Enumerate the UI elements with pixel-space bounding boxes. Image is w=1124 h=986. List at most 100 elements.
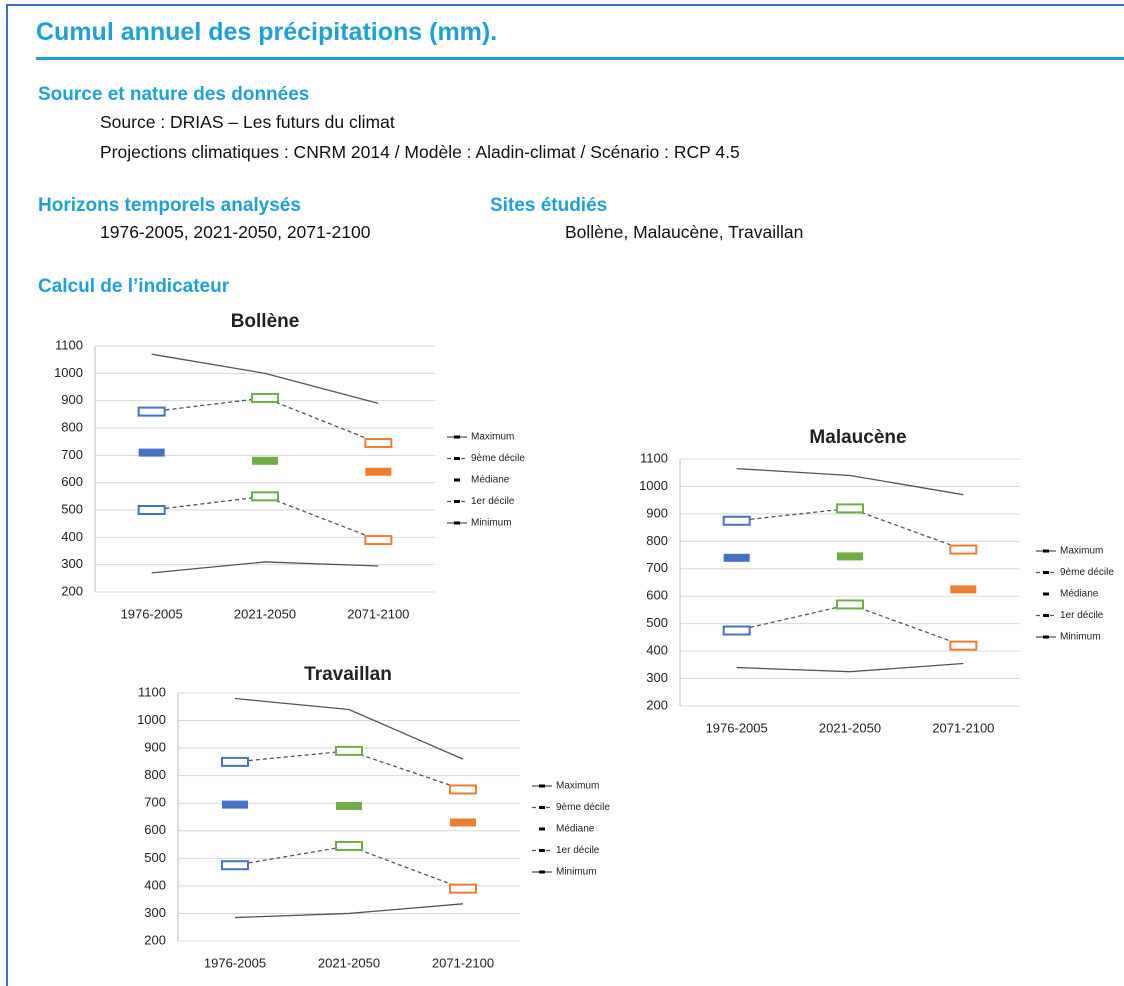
- y-tick-label: 300: [646, 670, 668, 685]
- title-rule: [36, 57, 1124, 60]
- chart-title: Travaillan: [304, 664, 392, 685]
- section-heading: Sites étudiés: [490, 195, 608, 216]
- series-line: [151, 353, 379, 405]
- legend-label: 9ème décile: [1060, 567, 1114, 578]
- decile-marker: [251, 392, 279, 403]
- decile-marker: [335, 840, 363, 851]
- decile-marker: [137, 406, 166, 417]
- frame: [6, 4, 1124, 986]
- legend-label: Médiane: [556, 824, 595, 835]
- y-tick-label: 700: [144, 795, 166, 810]
- series-line: [151, 397, 379, 444]
- decile-marker: [364, 535, 393, 546]
- section-text: 1976-2005, 2021-2050, 2071-2100: [100, 222, 371, 242]
- legend-label: 1er décile: [556, 845, 600, 856]
- median-marker: [837, 552, 863, 561]
- series-line: [234, 697, 464, 760]
- median-marker: [723, 553, 750, 562]
- y-tick-label: 500: [144, 850, 166, 865]
- section-heading: Calcul de l’indicateur: [38, 276, 230, 297]
- series-line: [234, 845, 464, 890]
- y-tick-label: 1100: [640, 450, 668, 465]
- section-text: Bollène, Malaucène, Travaillan: [565, 222, 804, 242]
- y-tick-label: 600: [61, 474, 83, 489]
- series-line: [736, 507, 964, 551]
- x-tick-label: 2021-2050: [234, 606, 296, 621]
- y-tick-label: 1100: [55, 337, 83, 352]
- legend-label: Maximum: [556, 781, 599, 792]
- legend-label: 1er décile: [471, 496, 515, 507]
- series-line: [736, 603, 964, 647]
- chart-title: Bollène: [231, 311, 300, 332]
- legend-label: Minimum: [471, 518, 512, 529]
- decile-marker: [449, 784, 477, 795]
- legend-label: Minimum: [1060, 632, 1101, 643]
- median-marker: [450, 818, 476, 827]
- y-tick-label: 900: [646, 505, 668, 520]
- series-line: [736, 467, 964, 496]
- series-line: [234, 750, 464, 791]
- decile-marker: [251, 491, 279, 502]
- y-tick-label: 1100: [138, 684, 166, 699]
- decile-marker: [949, 640, 978, 651]
- y-tick-label: 1000: [54, 365, 83, 380]
- y-tick-label: 1000: [639, 478, 668, 493]
- legend-label: Maximum: [471, 432, 514, 443]
- x-tick-label: 2071-2100: [932, 720, 994, 735]
- y-tick-label: 200: [61, 583, 83, 598]
- median-marker: [336, 801, 362, 810]
- series-line: [736, 662, 964, 673]
- chart-title: Malaucène: [809, 427, 906, 448]
- decile-marker: [137, 505, 166, 515]
- legend-label: Minimum: [556, 867, 597, 878]
- section-text: Projections climatiques : CNRM 2014 / Mo…: [100, 142, 740, 162]
- legend-label: Médiane: [1060, 589, 1099, 600]
- y-tick-label: 400: [646, 643, 668, 658]
- series-line: [151, 561, 379, 574]
- legend-label: Médiane: [471, 475, 510, 486]
- series-line: [151, 495, 379, 541]
- y-tick-label: 400: [144, 877, 166, 892]
- y-tick-label: 400: [61, 529, 83, 544]
- y-tick-label: 200: [144, 932, 166, 947]
- y-tick-label: 800: [144, 767, 166, 782]
- y-tick-label: 900: [144, 740, 166, 755]
- median-marker: [252, 456, 278, 465]
- y-tick-label: 300: [144, 905, 166, 920]
- x-tick-label: 1976-2005: [706, 720, 768, 735]
- median-marker: [138, 448, 165, 457]
- median-marker: [365, 467, 392, 476]
- y-tick-label: 900: [61, 392, 83, 407]
- y-tick-label: 700: [646, 560, 668, 575]
- decile-marker: [722, 515, 751, 526]
- x-tick-label: 1976-2005: [121, 606, 183, 621]
- y-tick-label: 800: [646, 533, 668, 548]
- decile-marker: [836, 503, 864, 514]
- series-line: [234, 903, 464, 919]
- x-tick-label: 2071-2100: [432, 955, 494, 970]
- y-tick-label: 1000: [137, 712, 166, 727]
- decile-marker: [449, 883, 477, 894]
- legend-label: 1er décile: [1060, 610, 1104, 621]
- legend-label: Maximum: [1060, 546, 1103, 557]
- section-heading: Horizons temporels analysés: [38, 195, 301, 216]
- median-marker: [950, 585, 977, 594]
- decile-marker: [949, 544, 978, 555]
- section-text: Source : DRIAS – Les futurs du climat: [100, 112, 395, 132]
- legend-label: 9ème décile: [556, 802, 610, 813]
- y-tick-label: 200: [646, 697, 668, 712]
- x-tick-label: 2021-2050: [819, 720, 881, 735]
- decile-marker: [221, 860, 249, 871]
- y-tick-label: 600: [144, 822, 166, 837]
- y-tick-label: 600: [646, 588, 668, 603]
- y-tick-label: 700: [61, 447, 83, 462]
- x-tick-label: 1976-2005: [204, 955, 266, 970]
- median-marker: [222, 800, 248, 809]
- decile-marker: [221, 756, 249, 767]
- x-tick-label: 2071-2100: [347, 606, 409, 621]
- decile-marker: [836, 599, 864, 610]
- section-heading: Source et nature des données: [38, 84, 310, 105]
- y-tick-label: 800: [61, 419, 83, 434]
